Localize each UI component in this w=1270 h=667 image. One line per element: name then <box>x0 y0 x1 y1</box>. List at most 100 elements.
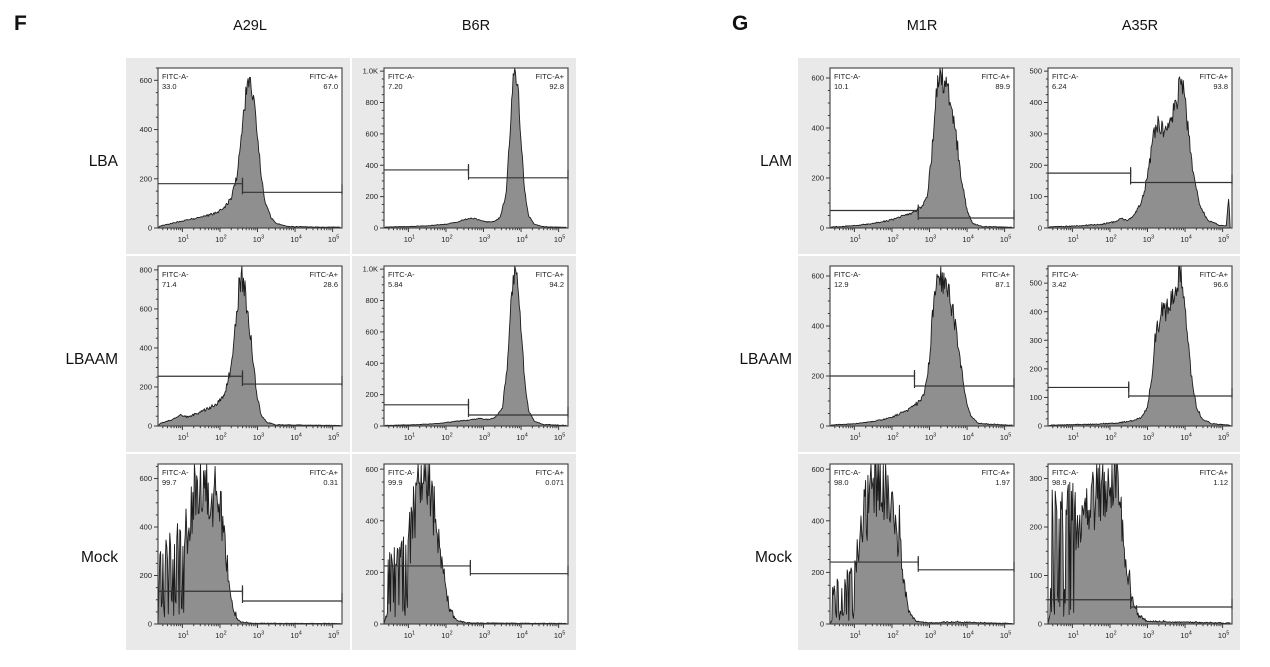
histogram-area <box>157 463 341 625</box>
histogram-area <box>829 67 1013 229</box>
y-tick-label: 0 <box>374 224 378 233</box>
y-tick-label: 1.0K <box>363 67 378 76</box>
negative-gate-percentage: 99.7 <box>162 478 177 487</box>
y-tick-label: 200 <box>811 372 824 381</box>
y-tick-label: 0 <box>820 422 824 431</box>
y-tick-label: 0 <box>820 224 824 233</box>
y-tick-label: 1.0K <box>363 265 378 274</box>
negative-gate-label: FITC-A- <box>1052 270 1079 279</box>
plot-frame <box>1047 265 1233 427</box>
histogram-area <box>1047 76 1231 229</box>
y-tick-label: 200 <box>1029 364 1042 373</box>
negative-gate-percentage: 99.9 <box>388 478 403 487</box>
x-tick-label: 104 <box>290 631 301 641</box>
positive-gate-label: FITC-A+ <box>981 72 1010 81</box>
x-tick-label: 103 <box>479 433 490 443</box>
y-tick-label: 200 <box>365 568 378 577</box>
x-tick-label: 105 <box>328 631 339 641</box>
negative-gate-label: FITC-A- <box>1052 468 1079 477</box>
x-tick-label: 102 <box>887 631 898 641</box>
flow-histogram-A29L-LBAAM: 0 200 400 600 800 101 102 103 104 105 FITC-A-71.4 F… <box>139 265 343 443</box>
negative-gate-percentage: 6.24 <box>1052 82 1067 91</box>
flow-histogram-A29L-Mock: 0 200 400 600 101 102 103 104 105 FITC-A-99.7 FITC… <box>139 463 343 641</box>
plot-frame <box>157 265 343 427</box>
plot-cell-G-Mock-M1R: 0 200 400 600 101 102 103 104 105 FITC-A- 98.0 FITC… <box>798 454 1022 650</box>
negative-gate-label: FITC-A- <box>834 270 861 279</box>
positive-gate-label: FITC-A+ <box>535 72 564 81</box>
x-tick-label: 103 <box>479 235 490 245</box>
x-tick-label: 102 <box>441 433 452 443</box>
x-tick-label: 105 <box>1000 433 1011 443</box>
positive-gate-label: FITC-A+ <box>981 468 1010 477</box>
flow-histogram-M1R-LBAAM: 0 200 400 600 101 102 103 104 105 FITC-A-12.9 FITC… <box>811 265 1015 443</box>
flow-histogram-B6R-Mock: 0 200 400 600 101 102 103 104 105 FITC-A-99.9 FITC… <box>365 463 569 641</box>
flow-histogram-A29L-LBA: 0 200 400 600 101 102 103 104 105 FITC-A-33.0 FITC… <box>139 67 343 245</box>
y-tick-label: 400 <box>139 523 152 532</box>
positive-gate-percentage: 87.1 <box>995 280 1010 289</box>
y-tick-label: 400 <box>811 322 824 331</box>
plot-cell-G-LBAAM-M1R: 0 200 400 600 101 102 103 104 105 FITC-A- 12.9 FITC… <box>798 256 1022 452</box>
y-tick-label: 500 <box>1029 279 1042 288</box>
y-tick-label: 500 <box>1029 67 1042 76</box>
y-tick-label: 300 <box>1029 474 1042 483</box>
gates <box>158 177 343 195</box>
negative-gate-percentage: 12.9 <box>834 280 849 289</box>
y-tick-label: 200 <box>139 383 152 392</box>
x-tick-label: 105 <box>328 235 339 245</box>
row-label-f-mock: Mock <box>80 549 118 566</box>
plot-frame <box>1047 67 1233 229</box>
plot-cell-G-LAM-A35R: 0 100 200 300 400 500 101 102 103 104 105 FITC-A- 6.… <box>1016 58 1240 254</box>
x-tick-label: 102 <box>887 235 898 245</box>
y-tick-label: 0 <box>1038 224 1042 233</box>
x-tick-label: 105 <box>1218 235 1229 245</box>
flow-histogram-A35R-LAM: 0 100 200 300 400 500 101 102 103 104 105 FITC-A-6.… <box>1029 67 1233 245</box>
x-tick-label: 103 <box>1143 631 1154 641</box>
x-tick-label: 105 <box>328 433 339 443</box>
plot-frame <box>829 265 1015 427</box>
negative-gate-label: FITC-A- <box>162 468 189 477</box>
plot-area <box>830 68 1014 228</box>
y-tick-label: 200 <box>1029 523 1042 532</box>
x-tick-label: 105 <box>1000 631 1011 641</box>
plot-cell-F-Mock-A29L: 0 200 400 600 101 102 103 104 105 FITC-A- 99.7 FITC… <box>126 454 350 650</box>
y-tick-label: 100 <box>1029 393 1042 402</box>
x-tick-label: 101 <box>1068 433 1079 443</box>
flow-histogram-B6R-LBA: 0 200 400 600 800 1.0K 101 102 103 104 105 FITC-A-7… <box>363 67 569 245</box>
x-tick-label: 103 <box>925 433 936 443</box>
x-tick-label: 101 <box>178 433 189 443</box>
histogram-area <box>829 266 1013 427</box>
x-tick-label: 104 <box>1180 631 1191 641</box>
plot-cell-G-LBAAM-A35R: 0 100 200 300 400 500 101 102 103 104 105 FITC-A- 3.… <box>1016 256 1240 452</box>
x-tick-label: 104 <box>962 235 973 245</box>
y-tick-label: 200 <box>365 390 378 399</box>
y-tick-label: 400 <box>811 124 824 133</box>
negative-gate-label: FITC-A- <box>388 270 415 279</box>
histogram-area <box>383 68 567 229</box>
x-tick-label: 103 <box>253 631 264 641</box>
row-label-g-mock: Mock <box>754 549 792 566</box>
x-tick-label: 104 <box>290 235 301 245</box>
y-tick-label: 400 <box>365 161 378 170</box>
y-tick-label: 200 <box>811 568 824 577</box>
y-tick-label: 600 <box>139 474 152 483</box>
positive-gate-percentage: 67.0 <box>323 82 338 91</box>
plot-cell-G-Mock-A35R: 0 100 200 300 101 102 103 104 105 FITC-A- 98.9 FITC… <box>1016 454 1240 650</box>
x-tick-label: 103 <box>253 235 264 245</box>
histogram-area <box>829 463 1013 625</box>
positive-gate-percentage: 0.31 <box>323 478 338 487</box>
positive-gate-percentage: 28.6 <box>323 280 338 289</box>
x-tick-label: 101 <box>850 235 861 245</box>
gates <box>158 370 343 387</box>
x-tick-label: 103 <box>253 433 264 443</box>
plot-frame <box>157 463 343 625</box>
negative-gate-label: FITC-A- <box>834 72 861 81</box>
column-title-b6r: B6R <box>461 18 491 34</box>
x-tick-label: 105 <box>554 235 565 245</box>
positive-gate-percentage: 1.12 <box>1213 478 1228 487</box>
plot-area <box>384 266 568 426</box>
x-tick-label: 104 <box>962 433 973 443</box>
x-tick-label: 102 <box>441 631 452 641</box>
x-tick-label: 104 <box>962 631 973 641</box>
positive-gate-percentage: 0.071 <box>545 478 564 487</box>
x-tick-label: 104 <box>1180 235 1191 245</box>
